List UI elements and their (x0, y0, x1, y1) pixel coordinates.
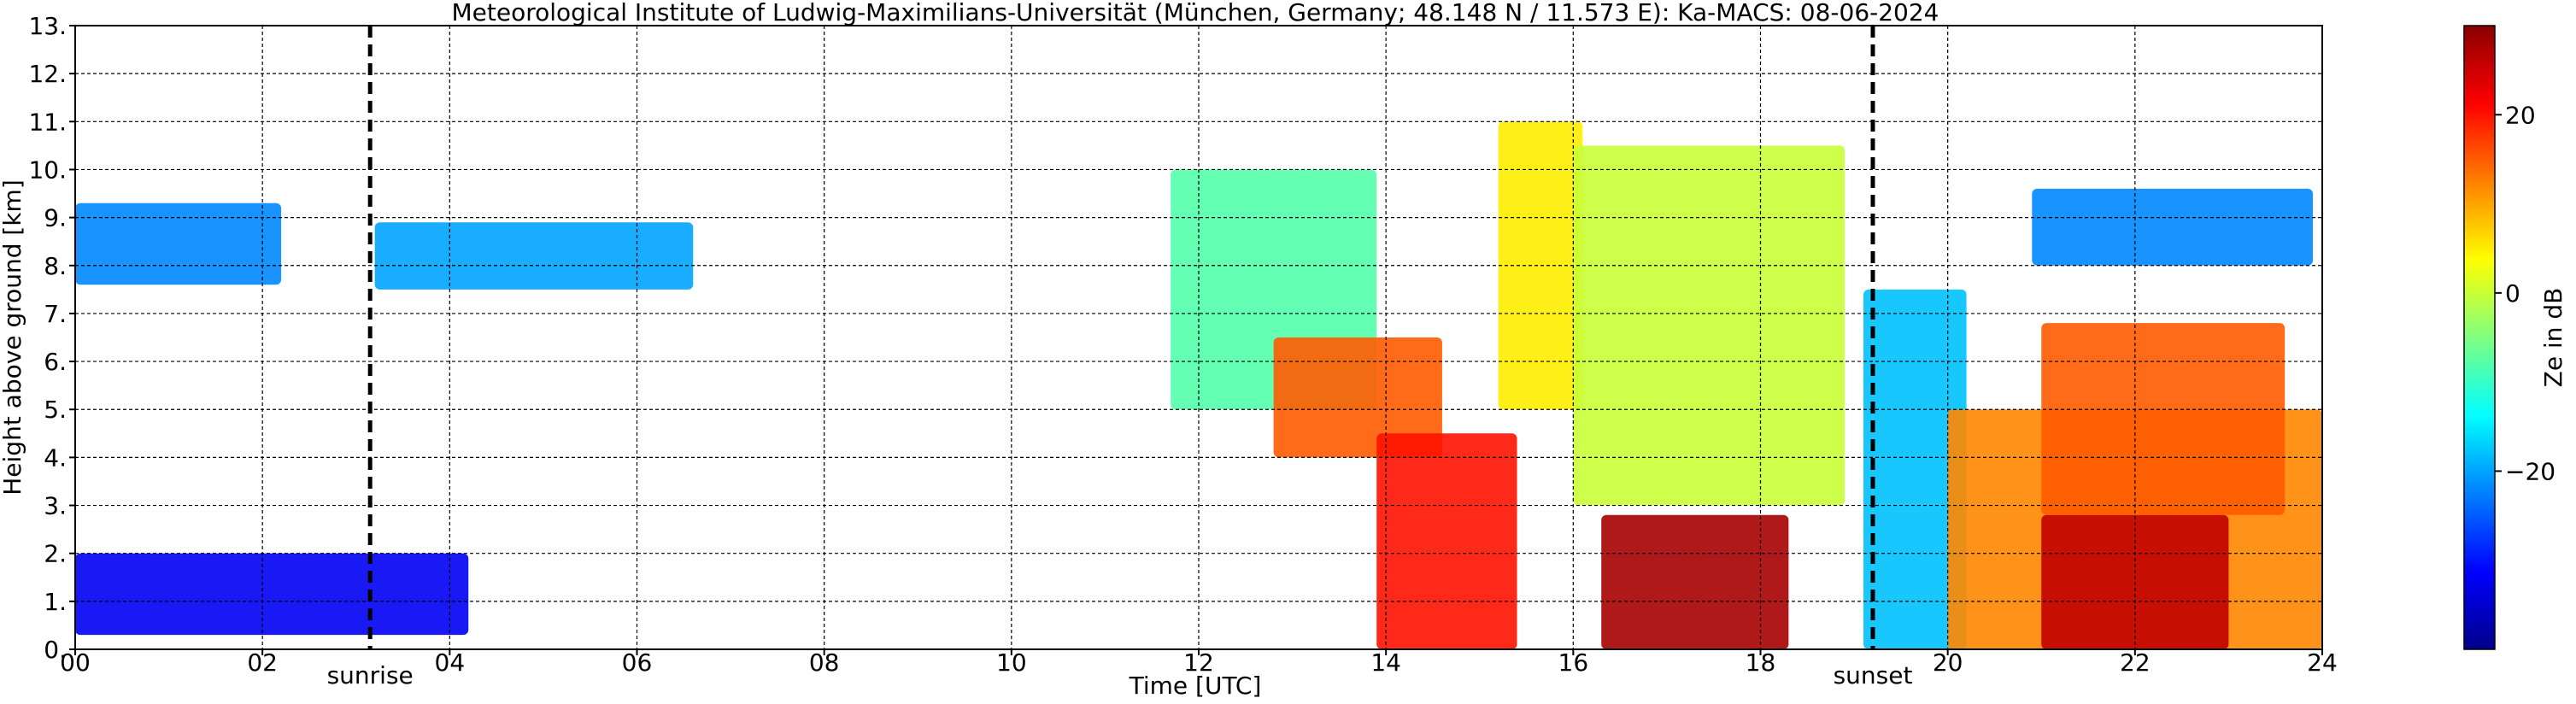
x-axis-ticks: 00 02 04 06 08 10 12 14 16 18 20 22 24 (60, 648, 2338, 677)
x-tick-label: 16 (1558, 648, 1589, 677)
x-tick-label: 02 (247, 648, 278, 677)
y-tick-label: 11. (28, 108, 67, 136)
sunrise-label: sunrise (327, 661, 414, 689)
x-tick-label: 18 (1746, 648, 1776, 677)
colorbar-tick-label: 0 (2505, 279, 2520, 308)
echo-region-9 (1863, 289, 1967, 649)
echo-region-1 (374, 222, 694, 290)
x-tick-label: 22 (2120, 648, 2151, 677)
x-tick-label: 24 (2307, 648, 2338, 677)
chart-title: Meteorological Institute of Ludwig-Maxim… (451, 0, 1939, 26)
x-tick-label: 20 (1933, 648, 1963, 677)
x-tick-label: 08 (809, 648, 840, 677)
x-tick-label: 06 (622, 648, 653, 677)
echo-region-5 (1376, 433, 1517, 649)
y-tick-label: 1. (44, 588, 67, 616)
reflectivity-echoes (75, 121, 2322, 649)
echo-region-0 (75, 202, 282, 285)
x-tick-label: 12 (1183, 648, 1214, 677)
sun-markers: sunrise sunset (327, 26, 1913, 689)
colorbar-ticks: 20 0 −20 (2495, 101, 2555, 485)
y-tick-label: 7. (44, 300, 67, 328)
echo-region-7 (1573, 145, 1845, 506)
y-tick-label: 0. (44, 636, 67, 664)
y-tick-label: 4. (44, 443, 67, 472)
echo-region-12 (2041, 323, 2286, 515)
y-tick-label: 13. (28, 12, 67, 40)
x-tick-label: 10 (996, 648, 1027, 677)
colorbar-tick-label: −20 (2505, 457, 2555, 485)
y-axis-label: Height above ground [km] (0, 179, 26, 496)
y-tick-label: 2. (44, 540, 67, 568)
echo-region-8 (1601, 514, 1789, 649)
y-tick-label: 9. (44, 204, 67, 232)
echo-region-13 (2032, 188, 2314, 266)
x-tick-label: 00 (60, 648, 91, 677)
echo-region-6 (1498, 121, 1583, 410)
y-axis-ticks: 0. 1. 2. 3. 4. 5. 6. 7. 8. 9. 10. 11. 12. 13. (28, 12, 75, 664)
sunset-label: sunset (1834, 661, 1913, 689)
x-tick-label: 04 (435, 648, 466, 677)
y-tick-label: 3. (44, 492, 67, 520)
y-tick-label: 10. (28, 155, 67, 184)
echo-region-2 (75, 553, 469, 636)
grid-lines (75, 26, 2322, 649)
y-tick-label: 6. (44, 348, 67, 376)
echo-region-4 (1273, 337, 1442, 458)
y-tick-label: 8. (44, 252, 67, 280)
colorbar-tick-label: 20 (2505, 101, 2536, 129)
x-axis-label: Time [UTC] (1129, 672, 1262, 700)
y-tick-label: 12. (28, 60, 67, 88)
colorbar (2463, 25, 2496, 650)
y-tick-label: 5. (44, 396, 67, 424)
x-tick-label: 14 (1370, 648, 1401, 677)
colorbar-label: Ze in dB (2539, 288, 2567, 388)
